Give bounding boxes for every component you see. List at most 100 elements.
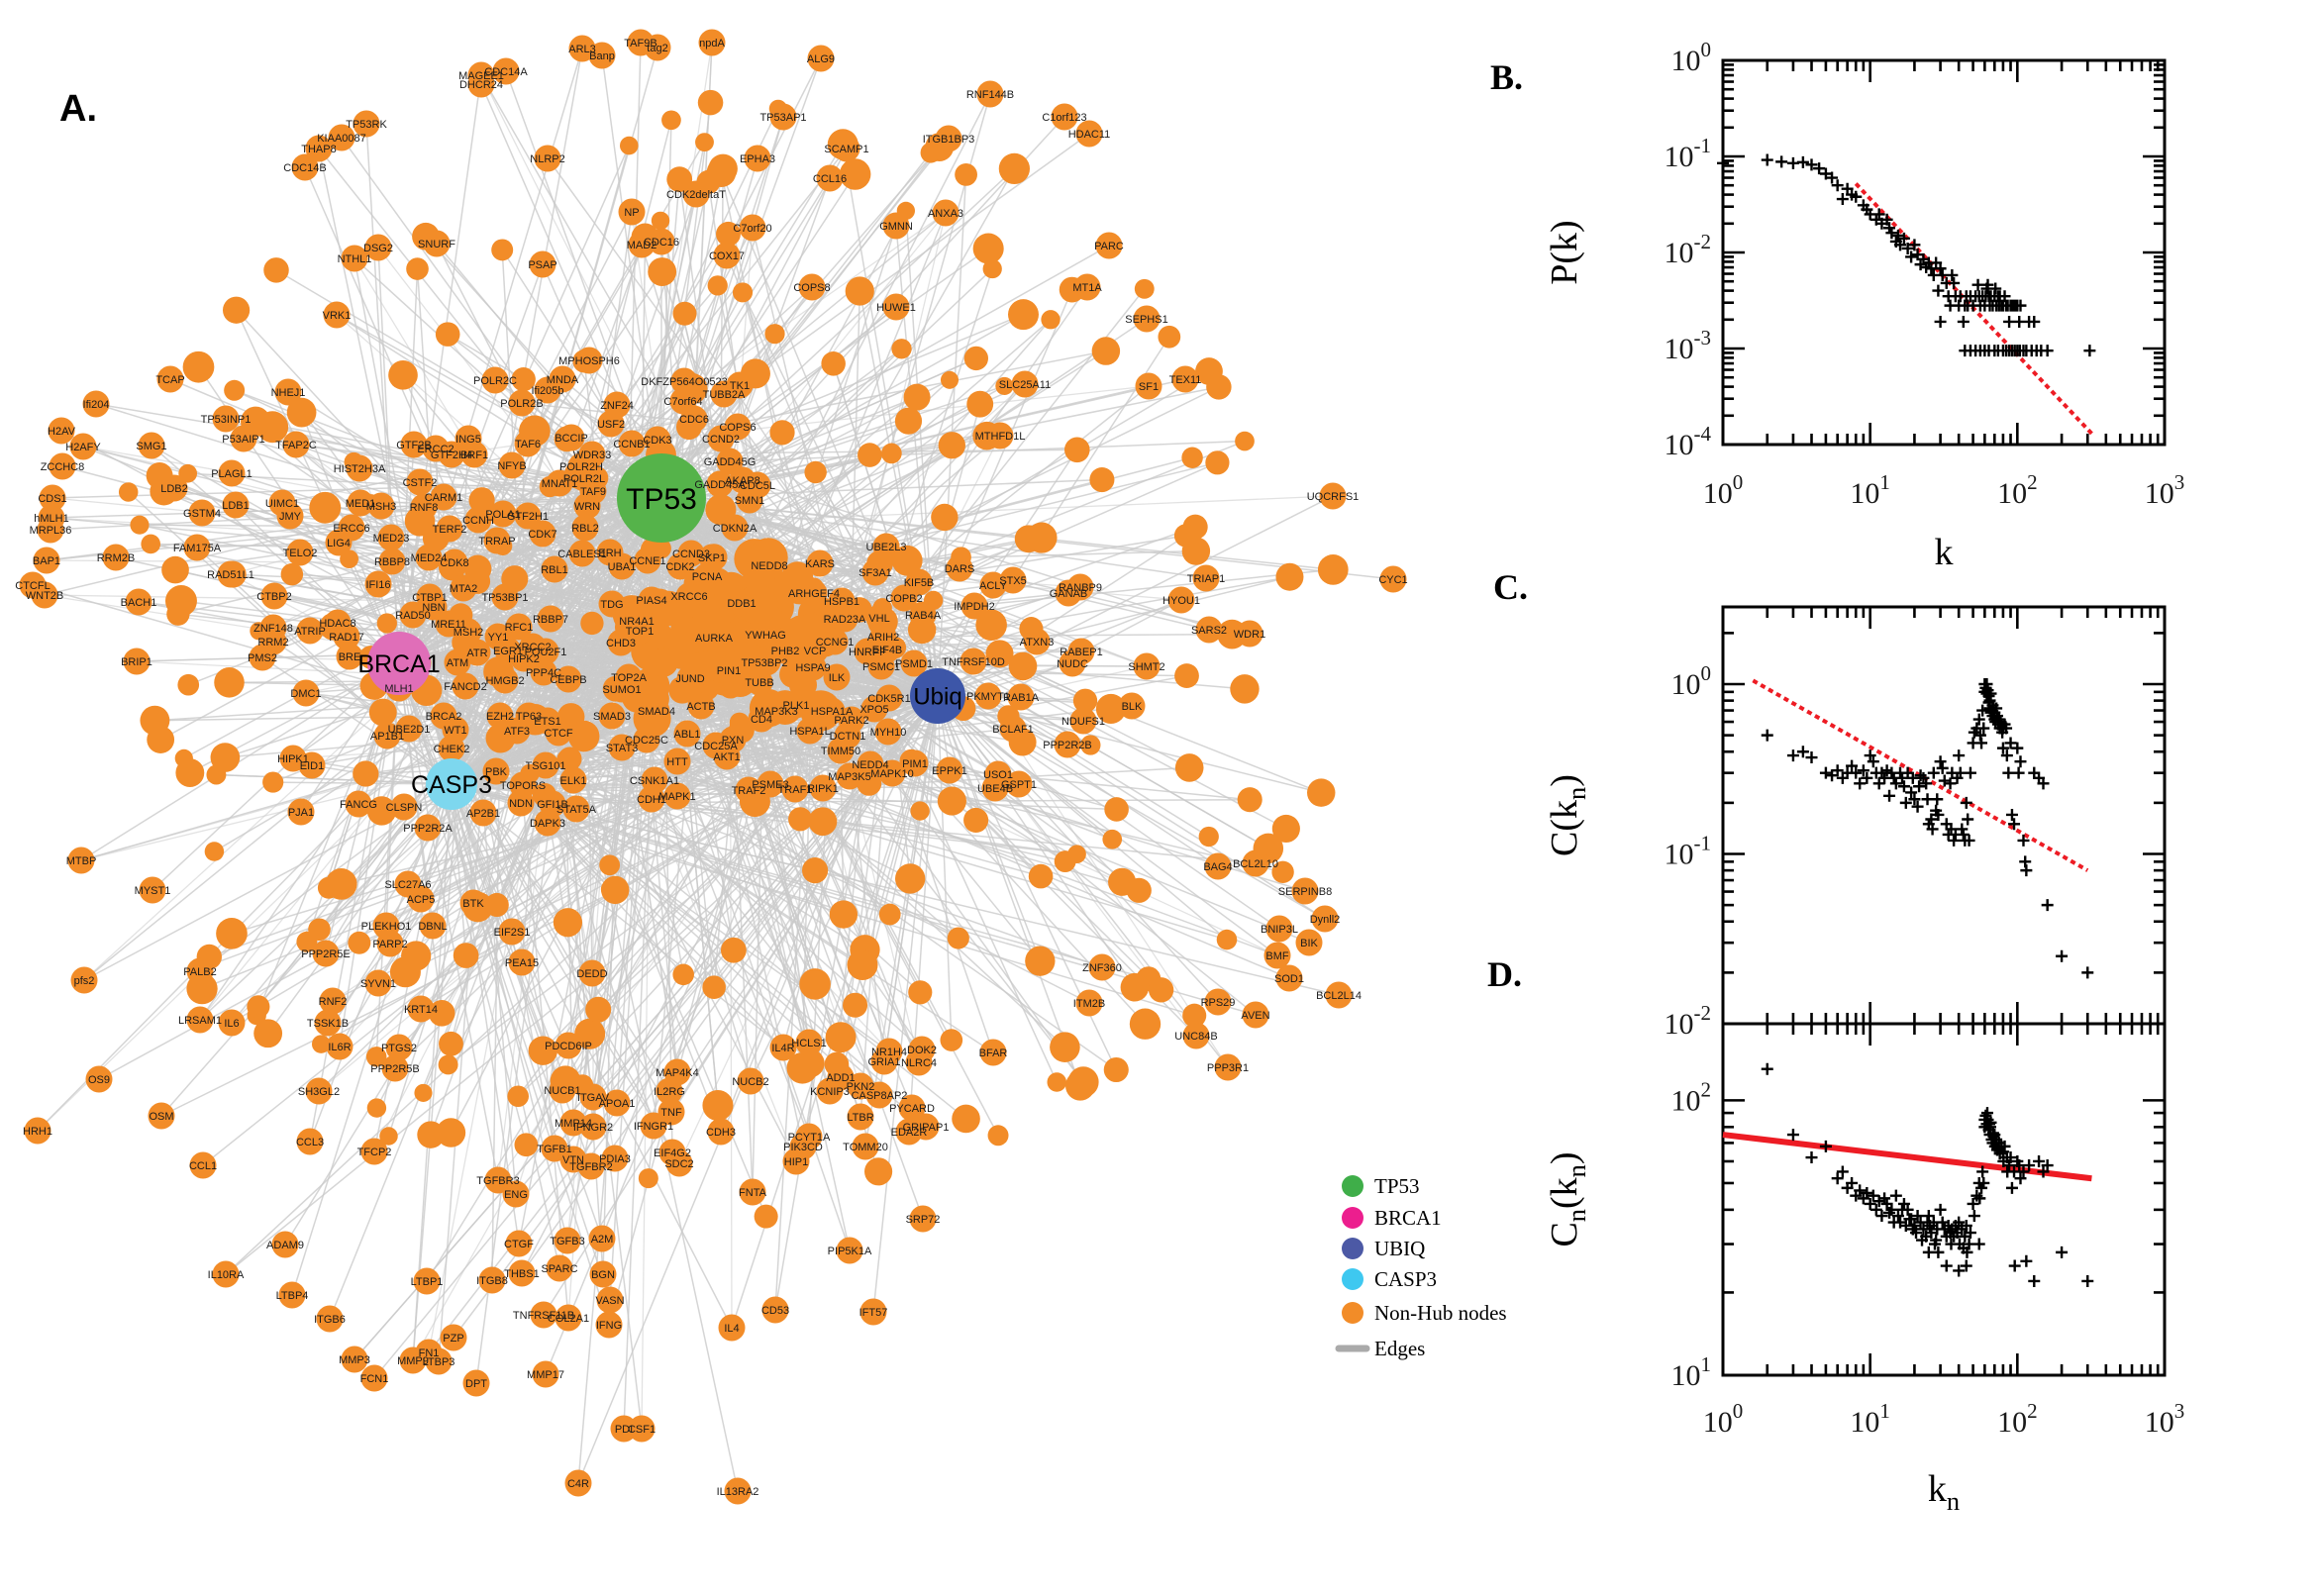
network-node[interactable] — [577, 1152, 605, 1180]
network-node[interactable] — [247, 995, 270, 1019]
network-node[interactable] — [312, 940, 340, 967]
network-node[interactable] — [462, 1369, 490, 1397]
network-node[interactable] — [935, 125, 962, 152]
network-node[interactable] — [599, 854, 621, 876]
network-node[interactable] — [867, 652, 895, 680]
network-node[interactable] — [217, 560, 245, 588]
network-node[interactable] — [724, 1477, 752, 1505]
network-node[interactable] — [687, 692, 715, 720]
network-node[interactable] — [890, 584, 918, 612]
network-node[interactable] — [364, 234, 392, 261]
network-node[interactable] — [130, 515, 150, 535]
network-node[interactable] — [183, 534, 211, 561]
network-node[interactable] — [1041, 310, 1060, 330]
network-node[interactable] — [492, 57, 520, 85]
network-node[interactable] — [372, 912, 400, 940]
network-node[interactable] — [975, 609, 1007, 642]
network-node[interactable] — [85, 1065, 113, 1093]
network-node[interactable] — [1091, 337, 1121, 365]
network-node[interactable] — [786, 1051, 819, 1084]
network-node[interactable] — [385, 1034, 413, 1061]
network-node[interactable] — [644, 426, 671, 453]
network-node[interactable] — [1011, 370, 1039, 398]
network-node[interactable] — [1237, 787, 1262, 813]
network-node[interactable] — [601, 1145, 629, 1172]
network-node[interactable] — [821, 351, 846, 376]
network-node[interactable] — [410, 493, 438, 521]
network-node[interactable] — [804, 460, 827, 484]
network-node[interactable] — [861, 558, 889, 586]
network-node[interactable] — [882, 293, 910, 321]
network-node[interactable] — [401, 941, 432, 971]
network-node[interactable] — [478, 1266, 506, 1294]
network-node[interactable] — [360, 1138, 388, 1165]
network-node[interactable] — [296, 1128, 324, 1155]
network-node[interactable] — [839, 158, 871, 190]
network-node[interactable] — [491, 239, 514, 261]
network-node[interactable] — [415, 1339, 443, 1366]
network-node[interactable] — [578, 959, 606, 987]
network-node[interactable] — [721, 514, 749, 542]
network-node[interactable] — [1181, 537, 1211, 565]
network-node[interactable] — [579, 1083, 607, 1111]
network-node[interactable] — [799, 968, 831, 1000]
network-node[interactable] — [782, 1147, 810, 1175]
network-node[interactable] — [1104, 797, 1129, 822]
network-node[interactable] — [985, 640, 1014, 668]
network-node[interactable] — [782, 691, 810, 719]
network-node[interactable] — [608, 552, 636, 580]
network-node[interactable] — [708, 153, 738, 184]
network-node[interactable] — [672, 301, 697, 326]
network-node[interactable] — [816, 164, 844, 192]
network-node[interactable] — [511, 367, 536, 392]
network-node[interactable] — [903, 383, 931, 411]
network-node[interactable] — [999, 566, 1027, 594]
network-node[interactable] — [459, 889, 487, 917]
network-node[interactable] — [858, 443, 882, 467]
network-node[interactable] — [286, 539, 314, 566]
network-node[interactable] — [314, 1009, 342, 1037]
network-node[interactable] — [960, 592, 988, 620]
network-node[interactable] — [870, 1047, 898, 1075]
network-node[interactable] — [1129, 1008, 1162, 1040]
network-node[interactable] — [364, 969, 392, 997]
network-node[interactable] — [754, 1204, 778, 1229]
network-node[interactable] — [39, 484, 66, 512]
network-node[interactable] — [249, 644, 276, 671]
network-node[interactable] — [596, 1286, 624, 1314]
network-node[interactable] — [341, 245, 368, 272]
network-node[interactable] — [702, 975, 726, 1000]
network-node[interactable] — [262, 771, 284, 793]
network-node[interactable] — [537, 605, 564, 633]
network-node[interactable] — [963, 807, 989, 833]
network-node[interactable] — [407, 885, 435, 913]
network-node[interactable] — [1025, 946, 1056, 976]
network-node[interactable] — [325, 867, 357, 900]
network-node[interactable] — [1158, 325, 1181, 349]
network-node[interactable] — [514, 430, 542, 457]
network-node[interactable] — [865, 1081, 893, 1109]
network-node[interactable] — [1072, 688, 1098, 713]
network-node[interactable] — [298, 751, 326, 779]
hub-node-ubiq[interactable] — [910, 668, 965, 724]
network-node[interactable] — [186, 957, 214, 985]
network-node[interactable] — [937, 786, 966, 816]
network-node[interactable] — [1089, 466, 1115, 493]
network-node[interactable] — [177, 673, 200, 696]
network-node[interactable] — [278, 1281, 306, 1309]
network-node[interactable] — [559, 1109, 587, 1137]
network-node[interactable] — [946, 554, 973, 582]
network-node[interactable] — [413, 1267, 441, 1295]
network-node[interactable] — [399, 601, 427, 629]
network-node[interactable] — [675, 582, 703, 610]
network-node[interactable] — [553, 908, 583, 938]
network-node[interactable] — [224, 379, 246, 401]
network-node[interactable] — [1026, 522, 1058, 553]
network-node[interactable] — [920, 142, 942, 163]
network-node[interactable] — [960, 648, 987, 675]
network-node[interactable] — [292, 679, 320, 707]
network-node[interactable] — [139, 876, 166, 904]
network-node[interactable] — [1235, 431, 1255, 451]
network-node[interactable] — [212, 405, 240, 433]
network-node[interactable] — [417, 1121, 445, 1148]
